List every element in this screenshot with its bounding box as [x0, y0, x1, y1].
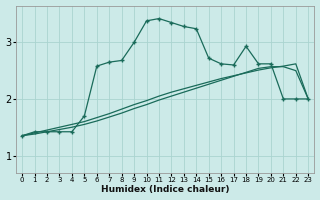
X-axis label: Humidex (Indice chaleur): Humidex (Indice chaleur): [101, 185, 229, 194]
